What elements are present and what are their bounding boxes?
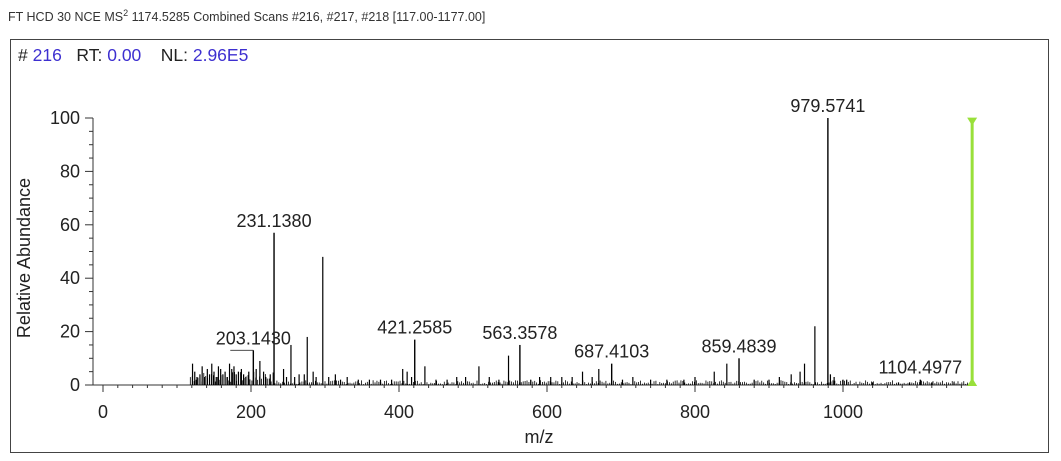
y-tick-label: 40 [60,268,80,288]
peak-label: 203.1430 [216,328,291,348]
scan-header: FT HCD 30 NCE MS2 1174.5285 Combined Sca… [8,8,485,24]
rt-label: RT: [76,45,103,65]
rt-value: 0.00 [107,45,142,65]
scan-header-suffix: 1174.5285 Combined Scans #216, #217, #21… [128,10,486,25]
y-tick-label: 20 [60,322,80,342]
precursor-marker-bottom [967,378,978,386]
chart-precursor-marker [967,117,978,386]
scan-number-value: 216 [32,45,62,65]
nl-label: NL: [160,45,188,65]
scan-info: # 216 RT: 0.00 NL: 2.96E5 [18,45,248,66]
peak-label: 563.3578 [482,323,557,343]
y-tick-label: 80 [60,161,80,181]
x-tick-label: 0 [98,402,108,422]
x-tick-label: 400 [384,402,414,422]
x-tick-label: 800 [680,402,710,422]
x-tick-label: 200 [236,402,266,422]
x-axis-label: m/z [525,427,554,447]
scan-header-prefix: FT HCD 30 NCE MS [8,10,124,25]
chart-axes: 0 200 400 600 800 1000 0 20 40 60 80 100 [50,108,974,422]
peak-label: 979.5741 [790,96,865,116]
y-tick-label: 60 [60,215,80,235]
x-tick-label: 1000 [823,402,863,422]
peak-label: 231.1380 [237,211,312,231]
y-tick-label: 100 [50,108,80,128]
chart-peaks [189,118,969,385]
peak-label: 421.2585 [377,318,452,338]
scan-number-label: # [18,45,28,65]
peak-label: 1104.4977 [878,358,962,378]
chart-peak-labels: 203.1430 231.1380 421.2585 563.3578 687.4103… [216,96,962,378]
scan-header-superscript: 2 [123,8,129,18]
y-tick-label: 0 [70,375,80,395]
y-axis-label: Relative Abundance [14,178,34,338]
peak-label: 859.4839 [701,336,776,356]
spectrum-frame [10,39,1049,453]
precursor-marker-top [967,117,978,126]
x-tick-label: 600 [532,402,562,422]
peak-label: 687.4103 [574,342,649,362]
nl-value: 2.96E5 [192,45,249,65]
